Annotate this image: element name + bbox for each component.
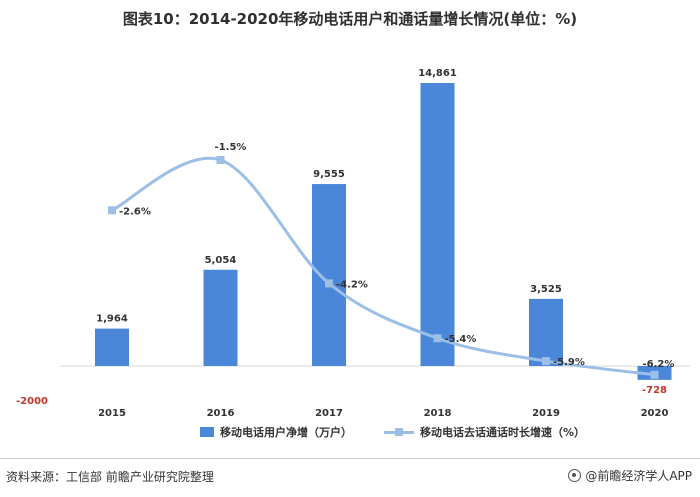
- line-value-label-2015: -2.6%: [119, 206, 151, 217]
- bar-value-label-2015: 1,964: [96, 314, 128, 325]
- bar-2018: [420, 83, 455, 366]
- line-point-2015: [108, 206, 116, 215]
- bar-2017: [312, 184, 346, 366]
- legend-bar-label: 移动电话用户净增（万户）: [220, 426, 352, 439]
- line-value-label-2018: -5.4%: [445, 334, 477, 345]
- legend-item-line: 移动电话去话通话时长增速（%）: [384, 424, 585, 440]
- footer-divider: [0, 458, 700, 459]
- brand-logo-icon: [568, 469, 582, 482]
- bar-value-label-2016: 5,054: [205, 255, 237, 266]
- brand-credit: @前瞻经济学人APP: [568, 467, 692, 484]
- line-value-label-2017: -4.2%: [336, 279, 368, 290]
- source-note: 资料来源：工信部 前瞻产业研究院整理: [6, 470, 214, 484]
- line-value-label-2019: -5.9%: [553, 357, 585, 368]
- chart-plot: -2000 1,964 5,054 9,555 14,861 3,525 -728 -2.…: [16, 68, 690, 419]
- bar-value-label-2019: 3,525: [530, 284, 562, 295]
- x-axis-tick-2015: 2015: [98, 408, 126, 419]
- chart-title: 图表10：2014-2020年移动电话用户和通话量增长情况(单位：%): [122, 10, 578, 28]
- x-axis-tick-2020: 2020: [641, 408, 669, 419]
- line-point-2017: [325, 279, 333, 288]
- y-axis-tick-label: -2000: [16, 396, 48, 407]
- line-point-2018: [433, 334, 442, 343]
- x-axis-tick-2018: 2018: [424, 408, 452, 419]
- bar-2019: [529, 298, 563, 366]
- x-axis-tick-2016: 2016: [207, 408, 235, 419]
- x-axis-tick-2017: 2017: [315, 408, 343, 419]
- line-point-2019: [542, 357, 550, 366]
- growth-rate-line: [111, 156, 655, 377]
- legend-bar-swatch: [200, 427, 214, 437]
- bar-value-label-2018: 14,861: [418, 68, 457, 79]
- bar-2016: [203, 269, 238, 366]
- x-axis-tick-2019: 2019: [532, 408, 560, 419]
- line-value-label-2016: -1.5%: [215, 142, 247, 153]
- legend-item-bar: 移动电话用户净增（万户）: [200, 424, 352, 440]
- brand-text: @前瞻经济学人APP: [585, 469, 692, 483]
- line-value-label-2020: -6.2%: [643, 359, 675, 370]
- chart-legend: 移动电话用户净增（万户） 移动电话去话通话时长增速（%）: [0, 424, 700, 444]
- bar-value-label-2020: -728: [642, 385, 667, 396]
- line-point-2020: [650, 370, 659, 379]
- legend-line-label: 移动电话去话通话时长增速（%）: [420, 426, 586, 439]
- line-point-2016: [216, 156, 225, 164]
- bar-value-label-2017: 9,555: [313, 169, 345, 180]
- bar-2015: [95, 328, 129, 366]
- legend-line-swatch: [384, 427, 414, 437]
